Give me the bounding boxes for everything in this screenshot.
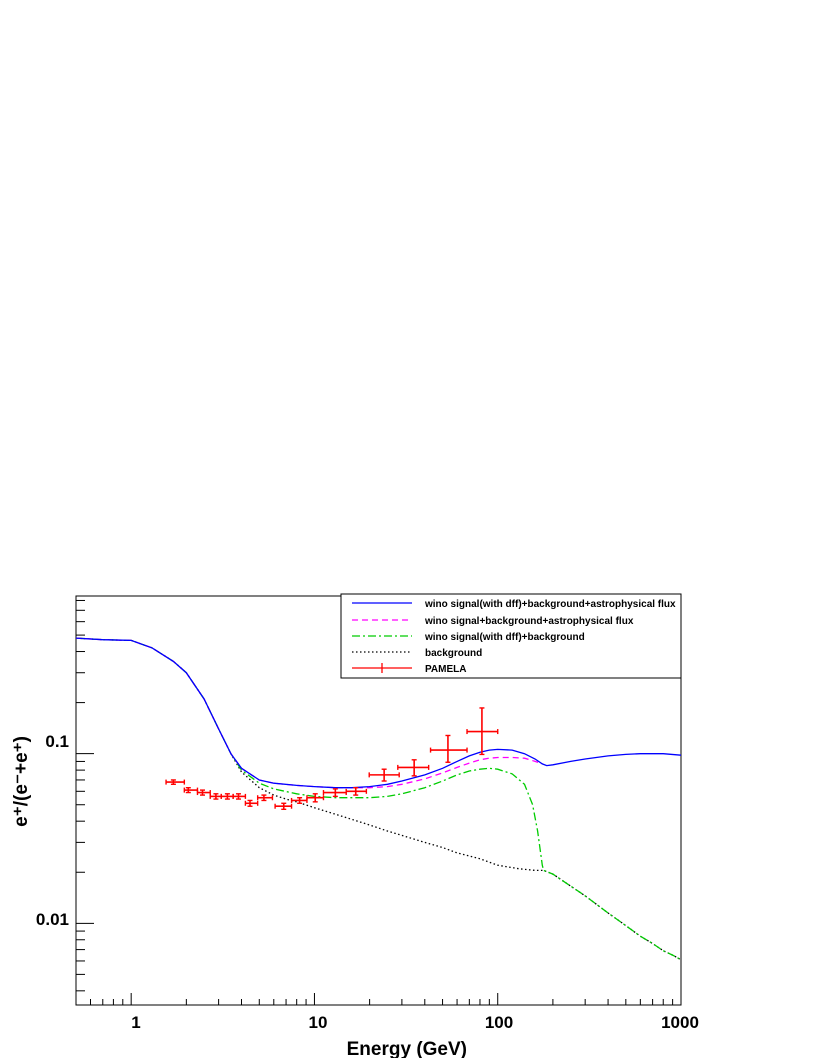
pamela-data-point [244, 799, 259, 807]
x-tick-label-100: 100 [485, 1013, 513, 1032]
legend-label-wino-astro: wino signal+background+astrophysical flu… [424, 616, 634, 627]
legend-label-background: background [425, 648, 482, 659]
legend: wino signal(with dff)+background+astroph… [340, 593, 682, 679]
y-axis-title: e⁺/(e⁻+e⁺) [11, 736, 32, 827]
axis-ticks [75, 599, 682, 1005]
x-tick-label-10: 10 [309, 1013, 328, 1032]
x-tick-label-1: 1 [131, 1013, 140, 1032]
pamela-data-point [256, 794, 274, 802]
series-line-wino-dff-astro [76, 637, 681, 789]
legend-label-pamela: PAMELA [425, 664, 466, 675]
legend-samples [352, 602, 412, 673]
x-tick-label-1000: 1000 [661, 1013, 699, 1032]
pamela-data-point [397, 759, 430, 777]
y-tick-label-0.01: 0.01 [36, 910, 69, 929]
pamela-data-point [306, 793, 325, 803]
pamela-data-point [322, 788, 347, 798]
legend-box [340, 593, 682, 679]
pamela-data-point [220, 793, 234, 800]
pamela-data-point [165, 779, 186, 785]
pamela-data-point [209, 793, 222, 800]
pamela-data-point [466, 707, 499, 756]
pamela-data-point [368, 768, 400, 782]
x-axis-title: Energy (GeV) [347, 1039, 467, 1058]
pamela-data-point [345, 787, 368, 796]
axis-tick-labels: 1 10 100 1000 0.01 0.1 [36, 732, 699, 1032]
legend-label-wino-dff-background: wino signal(with dff)+background [424, 632, 585, 643]
pamela-data-point [429, 734, 468, 763]
pamela-data-point [232, 793, 247, 800]
legend-label-wino-dff-astro: wino signal(with dff)+background+astroph… [424, 599, 676, 610]
pamela-points-layer [165, 707, 499, 810]
curves-layer [76, 637, 681, 961]
pamela-data-point [183, 787, 199, 794]
y-tick-label-0.1: 0.1 [45, 732, 69, 751]
series-line-wino-dff-background [76, 637, 681, 961]
series-line-background [76, 637, 681, 961]
pamela-data-point [274, 802, 293, 810]
pamela-data-point [290, 797, 308, 804]
pamela-data-point [196, 789, 211, 796]
